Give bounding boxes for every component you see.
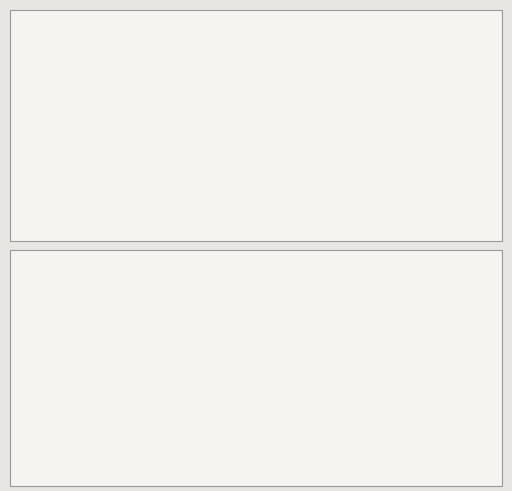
Text: 15: 15 [258, 419, 269, 428]
Bar [112, 408, 138, 435]
Text: 1582: 1582 [360, 82, 383, 91]
Bar [332, 133, 359, 189]
Bar [112, 187, 138, 189]
Text: 921: 921 [337, 122, 354, 132]
Text: 273: 273 [445, 325, 463, 333]
Bar [168, 400, 194, 435]
Text: 720: 720 [199, 135, 216, 144]
X-axis label: Energy source: Energy source [239, 210, 314, 219]
Text: 966: 966 [445, 120, 463, 129]
Text: 57: 57 [93, 175, 104, 184]
Bar [441, 130, 467, 189]
Text: 437: 437 [173, 152, 189, 161]
Bar [276, 429, 303, 435]
Bar [194, 145, 221, 189]
Text: 799: 799 [254, 130, 272, 139]
Bar [415, 82, 441, 189]
Text: 273: 273 [419, 325, 436, 333]
Text: 40: 40 [119, 176, 131, 185]
Bar [194, 325, 221, 435]
Text: 16: 16 [284, 418, 295, 427]
Bar [86, 186, 112, 189]
Bar [441, 335, 467, 435]
Bar [168, 163, 194, 189]
Text: 809: 809 [281, 129, 298, 138]
Title: US Electricity Generation by Renewables, 2009-2019: US Electricity Generation by Renewables,… [101, 275, 452, 288]
Text: 58: 58 [366, 403, 378, 412]
Title: US Electricity Generation 2009-2019: US Electricity Generation 2009-2019 [156, 32, 397, 45]
Text: 54: 54 [340, 405, 351, 413]
Bar [332, 415, 359, 435]
Text: 300: 300 [199, 315, 216, 324]
Bar [250, 140, 276, 189]
Y-axis label: billion kilowatt-hours: billion kilowatt-hours [24, 316, 33, 411]
Text: 1756: 1756 [416, 72, 439, 81]
Bar [250, 429, 276, 435]
Legend: 2009, 2019: 2009, 2019 [212, 253, 340, 273]
Bar [415, 335, 441, 435]
Text: 73: 73 [119, 397, 131, 407]
Y-axis label: billion kilowatt-hours: billion kilowatt-hours [17, 72, 27, 166]
Text: 1: 1 [96, 424, 102, 433]
Text: 94: 94 [176, 390, 187, 399]
Bar [359, 413, 385, 435]
Bar [276, 140, 303, 189]
Bar [359, 93, 385, 189]
X-axis label: Renewable energy sources: Renewable energy sources [206, 455, 347, 465]
